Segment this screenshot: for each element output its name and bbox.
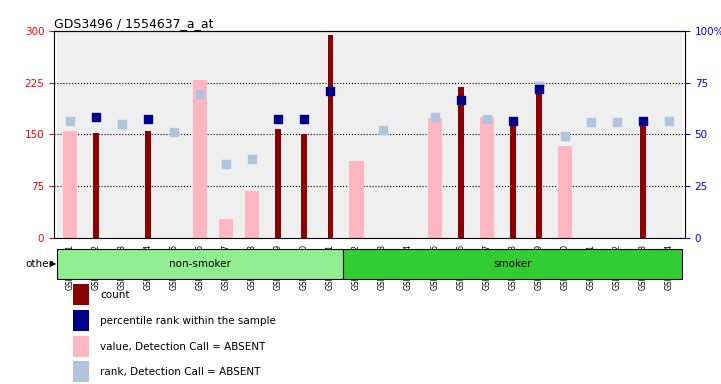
Bar xyxy=(640,126,646,238)
Point xyxy=(507,118,518,124)
Point xyxy=(273,116,284,122)
Point xyxy=(377,126,389,132)
Point xyxy=(455,97,466,103)
Bar xyxy=(500,31,526,238)
Bar xyxy=(193,81,207,238)
Text: count: count xyxy=(100,290,130,300)
Bar xyxy=(275,129,281,238)
Bar xyxy=(93,133,99,238)
FancyBboxPatch shape xyxy=(343,249,682,279)
Bar xyxy=(213,31,239,238)
Point xyxy=(221,161,232,167)
FancyBboxPatch shape xyxy=(57,249,343,279)
Bar xyxy=(552,31,578,238)
Bar xyxy=(83,31,109,238)
Point xyxy=(611,119,623,125)
Bar xyxy=(656,31,682,238)
Bar xyxy=(327,35,333,238)
Point xyxy=(324,88,336,94)
Bar xyxy=(510,126,516,238)
Text: rank, Detection Call = ABSENT: rank, Detection Call = ABSENT xyxy=(100,366,260,377)
Text: non-smoker: non-smoker xyxy=(169,259,231,269)
Text: other: other xyxy=(26,259,53,269)
Point xyxy=(116,121,128,127)
Bar xyxy=(448,31,474,238)
Bar xyxy=(317,31,343,238)
Point xyxy=(559,133,571,139)
Point xyxy=(90,114,102,120)
Bar xyxy=(239,31,265,238)
Bar xyxy=(145,131,151,238)
Bar xyxy=(396,31,422,238)
Point xyxy=(194,91,205,98)
Point xyxy=(534,83,545,89)
Bar xyxy=(536,83,541,238)
Bar xyxy=(187,31,213,238)
Bar xyxy=(73,284,89,305)
Point xyxy=(168,129,180,136)
Bar xyxy=(109,31,135,238)
Bar xyxy=(265,31,291,238)
Bar xyxy=(245,191,260,238)
Bar xyxy=(343,31,369,238)
Bar xyxy=(474,31,500,238)
Point xyxy=(481,116,492,122)
Bar xyxy=(526,31,552,238)
Bar xyxy=(73,310,89,331)
Bar xyxy=(422,31,448,238)
Bar xyxy=(161,31,187,238)
Bar xyxy=(349,161,363,238)
Text: GDS3496 / 1554637_a_at: GDS3496 / 1554637_a_at xyxy=(54,17,213,30)
Bar xyxy=(135,31,161,238)
Bar xyxy=(73,336,89,357)
Point xyxy=(64,118,76,124)
Point xyxy=(298,116,310,122)
Bar xyxy=(458,87,464,238)
Point xyxy=(142,116,154,122)
Bar xyxy=(630,31,656,238)
Bar xyxy=(369,31,396,238)
Bar xyxy=(578,31,604,238)
Point xyxy=(534,86,545,93)
Bar xyxy=(428,118,442,238)
Point xyxy=(663,118,675,124)
Bar xyxy=(291,31,317,238)
Point xyxy=(429,114,441,120)
Point xyxy=(637,118,649,124)
Point xyxy=(585,119,597,125)
Bar xyxy=(63,131,77,238)
Bar xyxy=(558,146,572,238)
Bar xyxy=(301,134,307,238)
Bar xyxy=(73,361,89,382)
Text: value, Detection Call = ABSENT: value, Detection Call = ABSENT xyxy=(100,341,265,352)
Bar xyxy=(219,219,234,238)
Bar xyxy=(479,117,494,238)
Bar xyxy=(57,31,83,238)
Text: smoker: smoker xyxy=(494,259,532,269)
Point xyxy=(247,156,258,162)
Text: percentile rank within the sample: percentile rank within the sample xyxy=(100,316,276,326)
Bar xyxy=(604,31,630,238)
